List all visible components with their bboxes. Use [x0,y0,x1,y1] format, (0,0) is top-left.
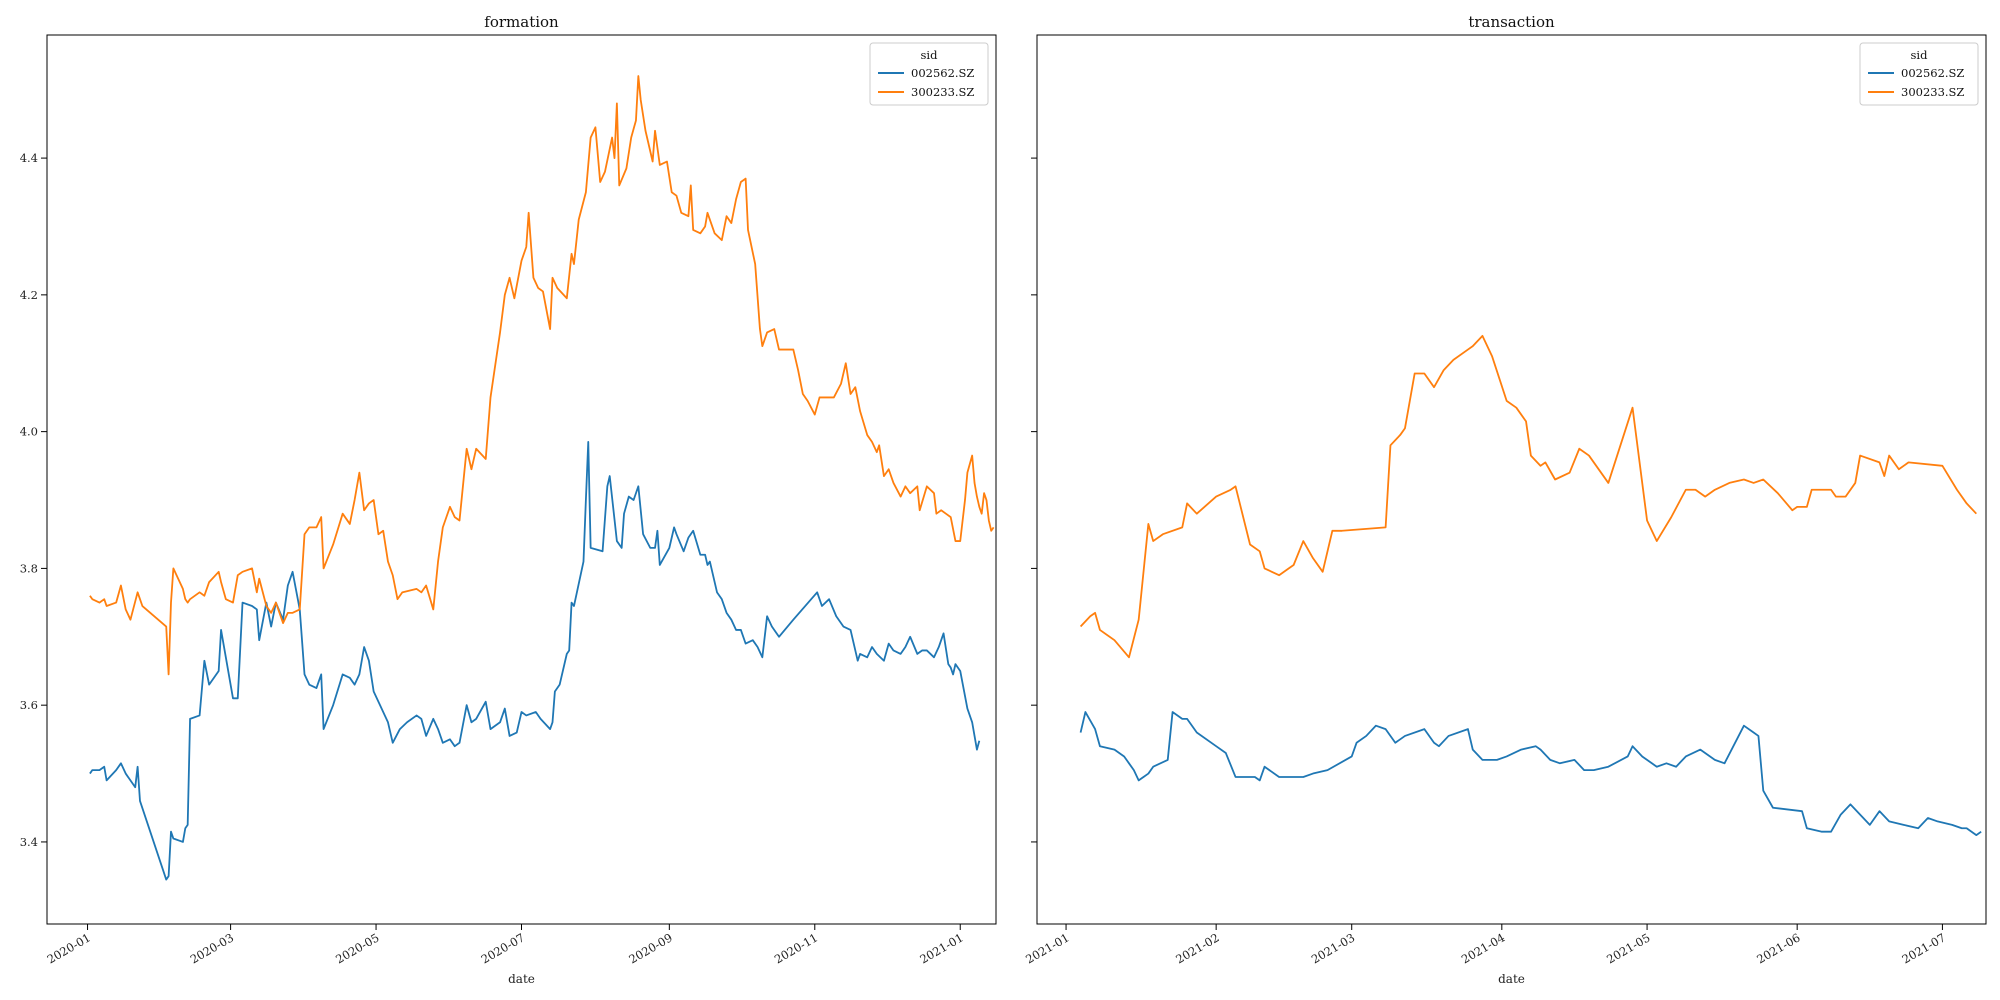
x-tick-label: 2020-05 [333,930,381,966]
x-tick-label: 2021-01 [1023,930,1071,966]
x-tick-label: 2021-03 [1309,930,1357,966]
x-tick-label: 2020-09 [626,930,674,966]
y-tick-label: 4.4 [20,151,38,165]
x-tick-label: 2020-03 [188,930,236,966]
chart-title: transaction [1468,13,1555,31]
chart-panel-1: formation 3.4 3.6 3.8 4.0 4.2 4.4 2020-01 2020-0… [20,13,997,986]
chart-title: formation [484,13,559,31]
y-tick-label: 4.0 [20,425,38,439]
legend-entry: 300233.SZ [1901,85,1964,99]
x-tick-label: 2021-06 [1754,930,1802,966]
x-tick-label: 2020-11 [772,930,820,966]
y-tick-label: 3.8 [20,561,38,575]
x-tick-label: 2020-07 [479,930,527,966]
legend-entry: 002562.SZ [1901,66,1964,80]
legend: sid 002562.SZ 300233.SZ [1859,42,1979,106]
x-tick-label: 2020-01 [45,930,93,966]
x-tick-label: 2021-07 [1900,930,1948,966]
y-tick-label: 4.2 [20,288,38,302]
x-tick-label: 2021-04 [1459,930,1507,966]
y-tick-label: 3.4 [20,835,38,849]
plot-frame [1036,34,1987,925]
x-tick-label: 2021-02 [1173,930,1221,966]
series-line-002562-sz [89,440,981,881]
series-line-300233-sz [1079,334,1977,659]
y-tick-label: 3.6 [20,698,38,712]
legend-box [869,42,989,106]
series-line-300233-sz [89,75,995,676]
x-axis-label: date [1498,972,1525,986]
legend-box [1859,42,1979,106]
legend-title: sid [921,48,939,62]
x-axis-label: date [508,972,535,986]
chart-panel-2: transaction 2021-01 2021-02 2021-03 2021-04 2… [1023,13,1987,986]
x-tick-label: 2021-01 [917,930,965,966]
legend-entry: 002562.SZ [911,66,974,80]
legend-title: sid [1911,48,1929,62]
legend: sid 002562.SZ 300233.SZ [869,42,989,106]
legend-entry: 300233.SZ [911,85,974,99]
series-line-002562-sz [1079,711,1982,836]
x-tick-label: 2021-05 [1604,930,1652,966]
